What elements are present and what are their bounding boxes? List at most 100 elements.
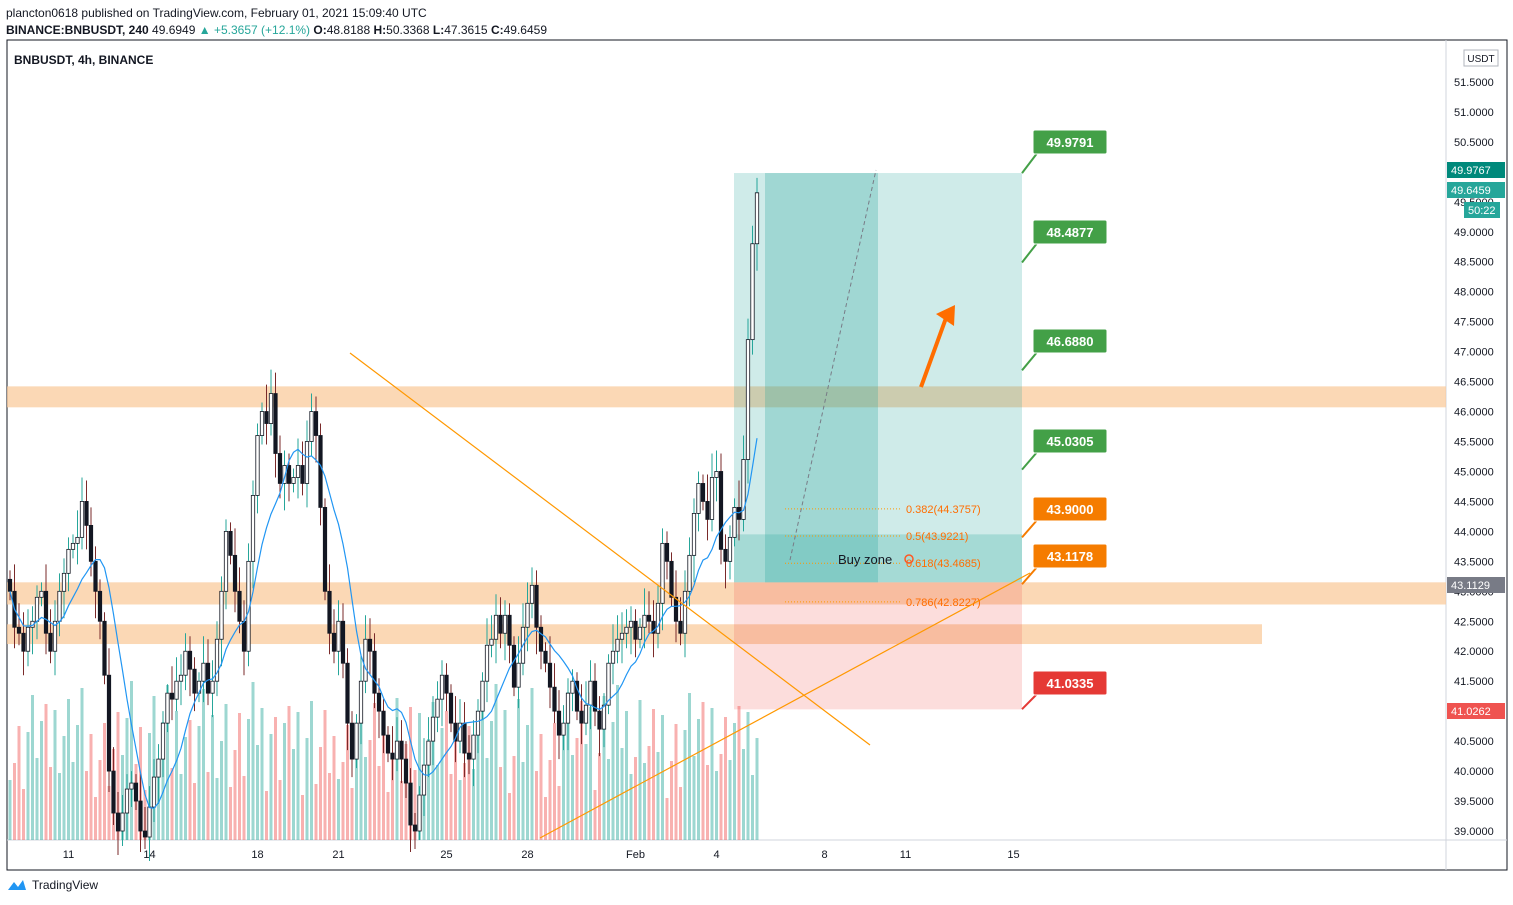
- volume-bar: [26, 732, 30, 840]
- target-label-3-box: [1032, 328, 1108, 354]
- price-badge-entry-bg: [1447, 577, 1505, 593]
- candle-body: [484, 644, 490, 682]
- price-badge-stop: 41.0262: [1451, 706, 1491, 718]
- tradingview-logo[interactable]: TradingView: [6, 878, 98, 892]
- volume-bar: [391, 755, 394, 840]
- candle-body: [205, 662, 211, 694]
- volume-bar: [589, 707, 592, 840]
- candle-body: [525, 602, 530, 628]
- x-tick-label: 28: [521, 849, 533, 861]
- target-label-4-box: [1032, 428, 1108, 454]
- volume-bar: [715, 771, 718, 840]
- volume-bar: [251, 682, 255, 840]
- candle-body: [601, 704, 607, 730]
- x-tick-label: 21: [332, 849, 344, 861]
- candle-body: [192, 668, 197, 694]
- candle-body: [475, 710, 481, 736]
- candle-body: [43, 590, 49, 634]
- candle-body: [93, 560, 98, 592]
- x-tick-label: 14: [143, 849, 155, 861]
- candle-body: [142, 830, 148, 838]
- close-label: C:: [490, 23, 504, 37]
- volume-bar: [292, 749, 295, 840]
- volume-bar: [211, 715, 214, 840]
- entry2-label-box: [1032, 543, 1108, 569]
- x-tick-label: 18: [251, 849, 263, 861]
- volume-bar: [346, 725, 349, 840]
- y-tick-label: 39.0000: [1454, 826, 1494, 838]
- last-price: 49.6949: [152, 23, 196, 37]
- candle-body: [570, 680, 575, 694]
- target-label-1-box: [1032, 129, 1108, 155]
- candle-body: [84, 501, 89, 526]
- volume-bar: [103, 723, 106, 840]
- candle-body: [705, 501, 710, 520]
- candle-body: [259, 411, 265, 436]
- volume-bar: [719, 754, 723, 840]
- price-badge-target-bg: [1447, 162, 1505, 178]
- candle-body: [543, 650, 548, 664]
- volume-bar: [400, 781, 403, 840]
- target-label-2: 48.4877: [1047, 225, 1094, 240]
- volume-bar: [310, 701, 313, 840]
- volume-bar: [359, 694, 363, 840]
- volume-bar: [170, 768, 174, 840]
- volume-bar: [76, 725, 79, 840]
- candle-body: [732, 507, 737, 538]
- volume-bar: [188, 720, 192, 840]
- entry-label-box: [1032, 496, 1108, 522]
- stop-label: 41.0335: [1047, 676, 1094, 691]
- fib-label: 0.382(44.3757): [906, 504, 981, 516]
- volume-bar: [701, 702, 705, 840]
- volume-bar: [593, 790, 597, 840]
- volume-bar: [242, 776, 246, 840]
- candle-body: [394, 740, 400, 760]
- volume-bar: [44, 704, 48, 840]
- y-tick-label: 42.0000: [1454, 646, 1494, 658]
- candle-body: [511, 644, 517, 688]
- volume-bar: [476, 732, 480, 840]
- volume-bar: [607, 759, 610, 840]
- candle-body: [201, 662, 206, 682]
- candle-body: [354, 722, 359, 760]
- candle-body: [673, 596, 679, 622]
- y-tick-label: 45.0000: [1454, 466, 1494, 478]
- candle-body: [619, 632, 625, 640]
- candle-body: [61, 572, 67, 592]
- buy-zone-box: [734, 534, 1022, 583]
- candle-body: [219, 590, 224, 640]
- volume-bar: [98, 760, 102, 840]
- candle-body: [552, 686, 557, 712]
- candle-body: [70, 542, 76, 550]
- candle-body: [57, 590, 62, 622]
- symbol-line: BINANCE:BNBUSDT, 240: [6, 23, 149, 37]
- candle-body: [165, 692, 170, 724]
- volume-bar: [679, 787, 682, 840]
- candle-body: [250, 495, 256, 562]
- candle-body: [25, 626, 31, 652]
- candle-body: [390, 752, 395, 760]
- volume-bar: [238, 713, 241, 840]
- candle-body: [340, 620, 346, 664]
- candle-body: [741, 459, 746, 520]
- candle-body: [624, 626, 629, 634]
- volume-bar: [548, 760, 552, 840]
- candle-body: [232, 554, 238, 592]
- ascending-trendline: [539, 572, 1031, 839]
- candle-body: [574, 680, 580, 712]
- volume-bar: [503, 710, 507, 840]
- volume-bar: [584, 744, 588, 840]
- volume-bar: [386, 792, 390, 840]
- y-tick-label: 44.5000: [1454, 496, 1494, 508]
- volume-bar: [751, 775, 754, 840]
- fib-label: 0.618(43.4685): [906, 558, 981, 570]
- candle-body: [750, 243, 755, 341]
- candle-body: [309, 411, 314, 442]
- volume-bar: [13, 763, 16, 840]
- candle-body: [736, 507, 742, 520]
- candle-body: [349, 722, 355, 760]
- countdown-badge: 50:22: [1468, 205, 1496, 217]
- volume-bar: [17, 726, 21, 840]
- volume-bar: [598, 753, 601, 840]
